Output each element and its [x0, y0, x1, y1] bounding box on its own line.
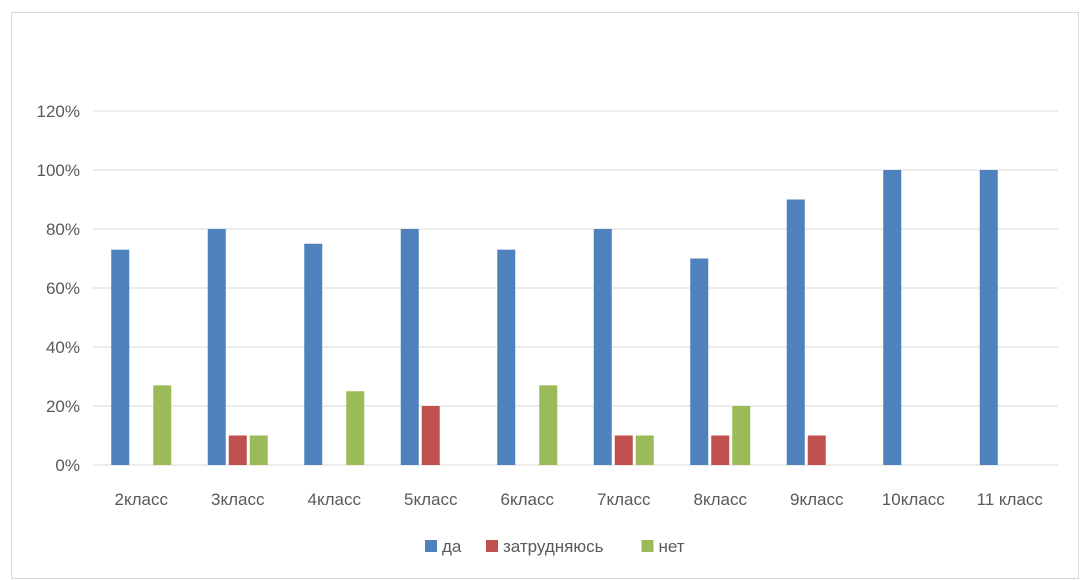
x-tick-label: 6класс: [501, 490, 555, 509]
bar: [711, 435, 730, 465]
bar: [421, 406, 440, 465]
x-axis-ticks: 2класс 3класс 4класс 5класс 6класс 7класс 8кла…: [115, 490, 1044, 509]
bar: [807, 435, 826, 465]
bar: [111, 249, 130, 465]
y-tick-label: 60%: [46, 279, 80, 298]
bar: [346, 391, 365, 465]
bar: [228, 435, 247, 465]
bar: [304, 243, 323, 465]
x-tick-label: 4класс: [308, 490, 362, 509]
bar: [614, 435, 633, 465]
bars: [111, 170, 998, 465]
y-tick-label: 40%: [46, 338, 80, 357]
x-tick-label: 9класс: [790, 490, 844, 509]
legend-label: да: [442, 537, 462, 556]
x-tick-label: 3класс: [211, 490, 265, 509]
x-tick-label: 7класс: [597, 490, 651, 509]
x-tick-label: 10класс: [882, 490, 945, 509]
x-tick-label: 2класс: [115, 490, 169, 509]
x-tick-label: 8класс: [694, 490, 748, 509]
legend-swatch: [641, 540, 654, 552]
legend-swatch: [425, 540, 437, 552]
y-tick-label: 80%: [46, 220, 80, 239]
bar: [153, 385, 172, 465]
bar: [249, 435, 268, 465]
bar: [732, 406, 751, 465]
bar: [786, 199, 805, 465]
gridlines: [93, 110, 1058, 466]
y-tick-label: 100%: [37, 161, 80, 180]
bar: [593, 229, 612, 465]
y-tick-label: 120%: [37, 102, 80, 121]
y-tick-label: 20%: [46, 397, 80, 416]
bar: [979, 170, 998, 465]
legend-label: нет: [659, 537, 685, 556]
bar: [635, 435, 654, 465]
bar: [883, 170, 902, 465]
bar: [400, 229, 419, 465]
x-tick-label: 5класс: [404, 490, 458, 509]
y-axis-ticks: 0% 20% 40% 60% 80% 100% 120%: [37, 102, 80, 475]
legend: да затрудняюсь нет: [425, 537, 685, 556]
legend-swatch: [486, 540, 498, 552]
bar: [539, 385, 558, 465]
x-tick-label: 11 класс: [977, 490, 1044, 509]
bar: [690, 258, 709, 465]
y-tick-label: 0%: [55, 456, 80, 475]
bar: [497, 249, 516, 465]
bar: [207, 229, 226, 465]
legend-label: затрудняюсь: [503, 537, 604, 556]
